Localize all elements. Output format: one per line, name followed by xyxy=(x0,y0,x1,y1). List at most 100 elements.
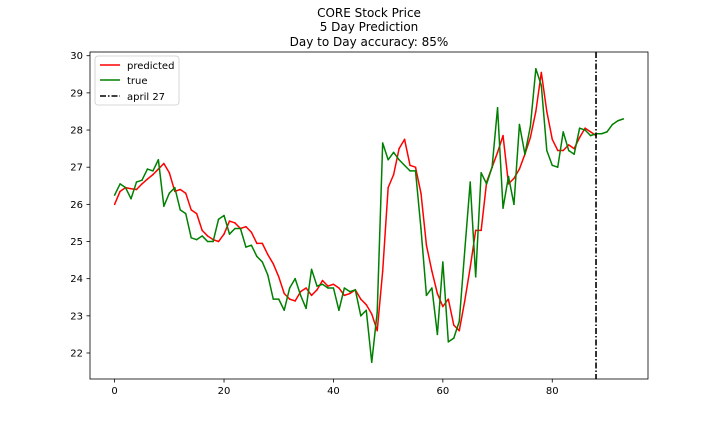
data-point-predicted xyxy=(119,191,121,193)
data-point-predicted xyxy=(382,270,384,272)
data-point-predicted xyxy=(256,243,258,245)
data-point-predicted xyxy=(480,230,482,232)
data-point-predicted xyxy=(267,254,269,256)
data-point-predicted xyxy=(152,174,154,176)
data-point-true xyxy=(114,194,116,196)
data-point-true xyxy=(453,337,455,339)
data-point-predicted xyxy=(130,188,132,190)
data-point-predicted xyxy=(404,139,406,141)
x-tick-label: 80 xyxy=(546,386,559,397)
data-point-true xyxy=(376,311,378,313)
data-point-true xyxy=(169,192,171,194)
data-point-predicted xyxy=(283,293,285,295)
data-point-true xyxy=(201,235,203,237)
data-point-true xyxy=(535,68,537,70)
data-point-predicted xyxy=(305,287,307,289)
data-point-predicted xyxy=(420,192,422,194)
data-point-predicted xyxy=(273,263,275,265)
data-point-true xyxy=(360,315,362,317)
data-point-true xyxy=(387,159,389,161)
data-point-true xyxy=(442,261,444,263)
data-point-true xyxy=(469,181,471,183)
data-point-predicted xyxy=(562,150,564,152)
data-point-true xyxy=(355,289,357,291)
data-point-predicted xyxy=(497,152,499,154)
data-point-predicted xyxy=(579,137,581,139)
data-point-predicted xyxy=(469,267,471,269)
data-point-true xyxy=(562,131,564,133)
data-point-predicted xyxy=(584,127,586,129)
data-point-predicted xyxy=(398,148,400,150)
data-point-predicted xyxy=(552,139,554,141)
data-point-true xyxy=(158,159,160,161)
data-point-true xyxy=(136,181,138,183)
data-point-true xyxy=(223,215,225,217)
data-point-predicted xyxy=(141,183,143,185)
data-point-true xyxy=(262,261,264,263)
data-point-true xyxy=(568,150,570,152)
data-point-true xyxy=(415,170,417,172)
data-point-predicted xyxy=(426,244,428,246)
data-point-true xyxy=(552,165,554,167)
data-point-true xyxy=(294,278,296,280)
x-tick-label: 20 xyxy=(218,386,231,397)
data-point-true xyxy=(480,172,482,174)
data-point-true xyxy=(584,129,586,131)
data-point-true xyxy=(322,283,324,285)
data-point-true xyxy=(338,310,340,312)
data-point-predicted xyxy=(387,187,389,189)
data-point-predicted xyxy=(459,330,461,332)
data-point-predicted xyxy=(376,330,378,332)
data-point-true xyxy=(437,334,439,336)
data-point-predicted xyxy=(448,298,450,300)
data-point-true xyxy=(300,295,302,297)
data-point-true xyxy=(475,276,477,278)
data-point-true xyxy=(152,170,154,172)
y-tick-label: 26 xyxy=(70,200,83,211)
data-point-true xyxy=(130,198,132,200)
data-point-predicted xyxy=(289,298,291,300)
legend-label-april-27: april 27 xyxy=(127,92,165,103)
data-point-true xyxy=(273,298,275,300)
data-point-predicted xyxy=(349,293,351,295)
chart-title: CORE Stock Price 5 Day Prediction Day to… xyxy=(290,6,449,49)
data-point-true xyxy=(245,246,247,248)
data-point-true xyxy=(546,150,548,152)
data-point-true xyxy=(327,287,329,289)
data-point-predicted xyxy=(513,178,515,180)
data-point-predicted xyxy=(196,213,198,215)
x-tick-label: 40 xyxy=(327,386,340,397)
data-point-predicted xyxy=(371,313,373,315)
data-point-true xyxy=(344,287,346,289)
data-point-predicted xyxy=(393,174,395,176)
data-point-predicted xyxy=(163,163,165,165)
legend: predicted true april 27 xyxy=(95,56,179,105)
data-point-true xyxy=(147,168,149,170)
data-point-true xyxy=(305,308,307,310)
data-point-predicted xyxy=(442,306,444,308)
data-point-true xyxy=(431,287,433,289)
data-point-predicted xyxy=(262,243,264,245)
data-point-true xyxy=(464,250,466,252)
x-tick-label: 60 xyxy=(436,386,449,397)
data-point-predicted xyxy=(136,189,138,191)
data-point-true xyxy=(289,287,291,289)
data-point-true xyxy=(459,321,461,323)
data-point-predicted xyxy=(409,165,411,167)
data-point-predicted xyxy=(278,276,280,278)
y-tick-label: 29 xyxy=(70,88,83,99)
data-point-true xyxy=(502,207,504,209)
data-point-predicted xyxy=(294,300,296,302)
data-point-true xyxy=(508,176,510,178)
data-point-true xyxy=(371,362,373,364)
data-point-true xyxy=(491,166,493,168)
data-point-true xyxy=(524,153,526,155)
data-point-predicted xyxy=(207,235,209,237)
data-point-true xyxy=(382,142,384,144)
data-point-true xyxy=(623,118,625,120)
data-point-true xyxy=(141,179,143,181)
data-point-true xyxy=(180,209,182,211)
data-point-true xyxy=(316,285,318,287)
data-point-true xyxy=(196,239,198,241)
